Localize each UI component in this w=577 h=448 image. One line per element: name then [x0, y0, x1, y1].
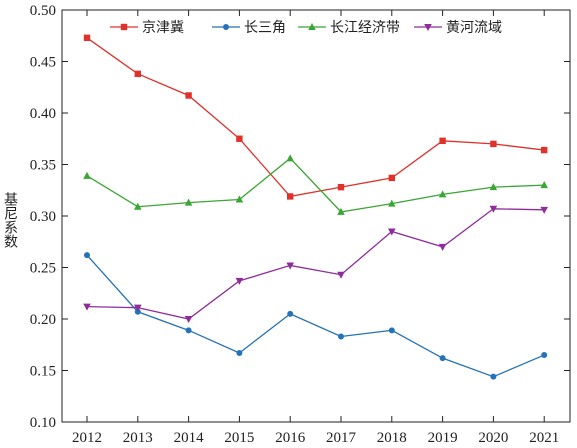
data-point — [84, 252, 90, 259]
data-point — [134, 202, 142, 210]
data-point — [184, 316, 193, 323]
series-3 — [83, 205, 548, 323]
data-point — [541, 352, 548, 359]
legend-label: 黄河流域 — [446, 19, 502, 36]
data-point — [337, 183, 345, 191]
data-point — [489, 205, 498, 213]
legend-item: 长江经济带 — [298, 20, 400, 36]
legend-marker — [120, 23, 128, 31]
data-point — [337, 207, 345, 215]
data-point — [540, 206, 548, 214]
data-point — [286, 154, 294, 162]
data-point — [83, 34, 91, 42]
x-tick-label: 2020 — [478, 430, 508, 446]
data-point — [489, 183, 498, 191]
data-point — [83, 171, 91, 179]
legend: 京津冀 长三角 长江经济带 黄河流域 — [110, 19, 502, 36]
y-tick-label: 0.30 — [30, 209, 56, 225]
y-tick-label: 0.25 — [30, 261, 56, 277]
series-line — [86, 157, 545, 213]
data-point — [439, 137, 446, 145]
series-1 — [84, 252, 548, 380]
data-point — [388, 199, 396, 207]
data-point — [236, 135, 243, 142]
data-point — [185, 92, 192, 99]
data-point — [338, 333, 344, 340]
data-point — [184, 198, 193, 206]
data-point — [438, 243, 447, 251]
data-point — [541, 146, 548, 154]
data-point — [438, 190, 447, 198]
series-line — [86, 254, 545, 378]
legend-label: 长江经济带 — [330, 20, 400, 36]
x-tick-label: 2012 — [72, 430, 102, 446]
x-tick-label: 2021 — [529, 430, 559, 446]
data-point — [490, 373, 497, 380]
legend-label: 长三角 — [244, 20, 286, 36]
x-tick-label: 2019 — [428, 430, 458, 446]
data-point — [287, 193, 294, 200]
series-2 — [83, 154, 548, 215]
data-point — [134, 308, 141, 315]
y-tick-label: 0.15 — [30, 364, 56, 380]
x-axis: 2012 2013 2014 2015 2016 2017 2018 2019 2020 2021 — [72, 10, 559, 446]
data-point — [236, 349, 243, 356]
series-line — [86, 37, 545, 198]
legend-item: 京津冀 — [110, 20, 184, 36]
data-point — [388, 174, 395, 182]
y-tick-label: 0.35 — [30, 158, 56, 174]
y-tick-label: 0.20 — [30, 312, 56, 328]
legend-marker — [424, 24, 432, 31]
data-point — [540, 181, 548, 189]
data-point — [388, 327, 395, 334]
y-axis: 0.10 0.15 0.20 0.25 0.30 0.35 0.40 0.45 0.50 — [30, 3, 570, 431]
legend-item: 黄河流域 — [414, 19, 502, 36]
x-tick-label: 2013 — [123, 430, 153, 446]
data-point — [134, 70, 141, 78]
data-point — [439, 355, 446, 362]
legend-marker — [223, 24, 229, 30]
data-point — [287, 310, 294, 317]
legend-marker — [308, 23, 316, 30]
y-tick-label: 0.10 — [30, 415, 56, 431]
series-layer — [83, 34, 548, 380]
x-tick-label: 2016 — [275, 430, 306, 446]
data-point — [235, 195, 244, 203]
x-tick-label: 2014 — [174, 430, 205, 446]
data-point — [235, 277, 244, 285]
legend-label: 京津冀 — [142, 20, 184, 36]
y-tick-label: 0.50 — [30, 3, 56, 19]
series-line — [86, 208, 545, 320]
data-point — [337, 271, 345, 279]
y-tick-label: 0.45 — [30, 55, 56, 71]
legend-item: 长三角 — [212, 20, 286, 36]
y-tick-label: 0.40 — [30, 106, 56, 122]
data-point — [286, 262, 294, 270]
x-tick-label: 2015 — [224, 430, 254, 446]
data-point — [134, 304, 142, 312]
data-point — [388, 228, 396, 236]
data-point — [185, 327, 192, 334]
data-point — [490, 140, 497, 148]
data-point — [83, 303, 91, 311]
y-axis-title: 基尼系数 — [2, 191, 18, 248]
series-0 — [83, 34, 548, 200]
x-tick-label: 2017 — [326, 430, 357, 446]
x-tick-label: 2018 — [377, 430, 407, 446]
